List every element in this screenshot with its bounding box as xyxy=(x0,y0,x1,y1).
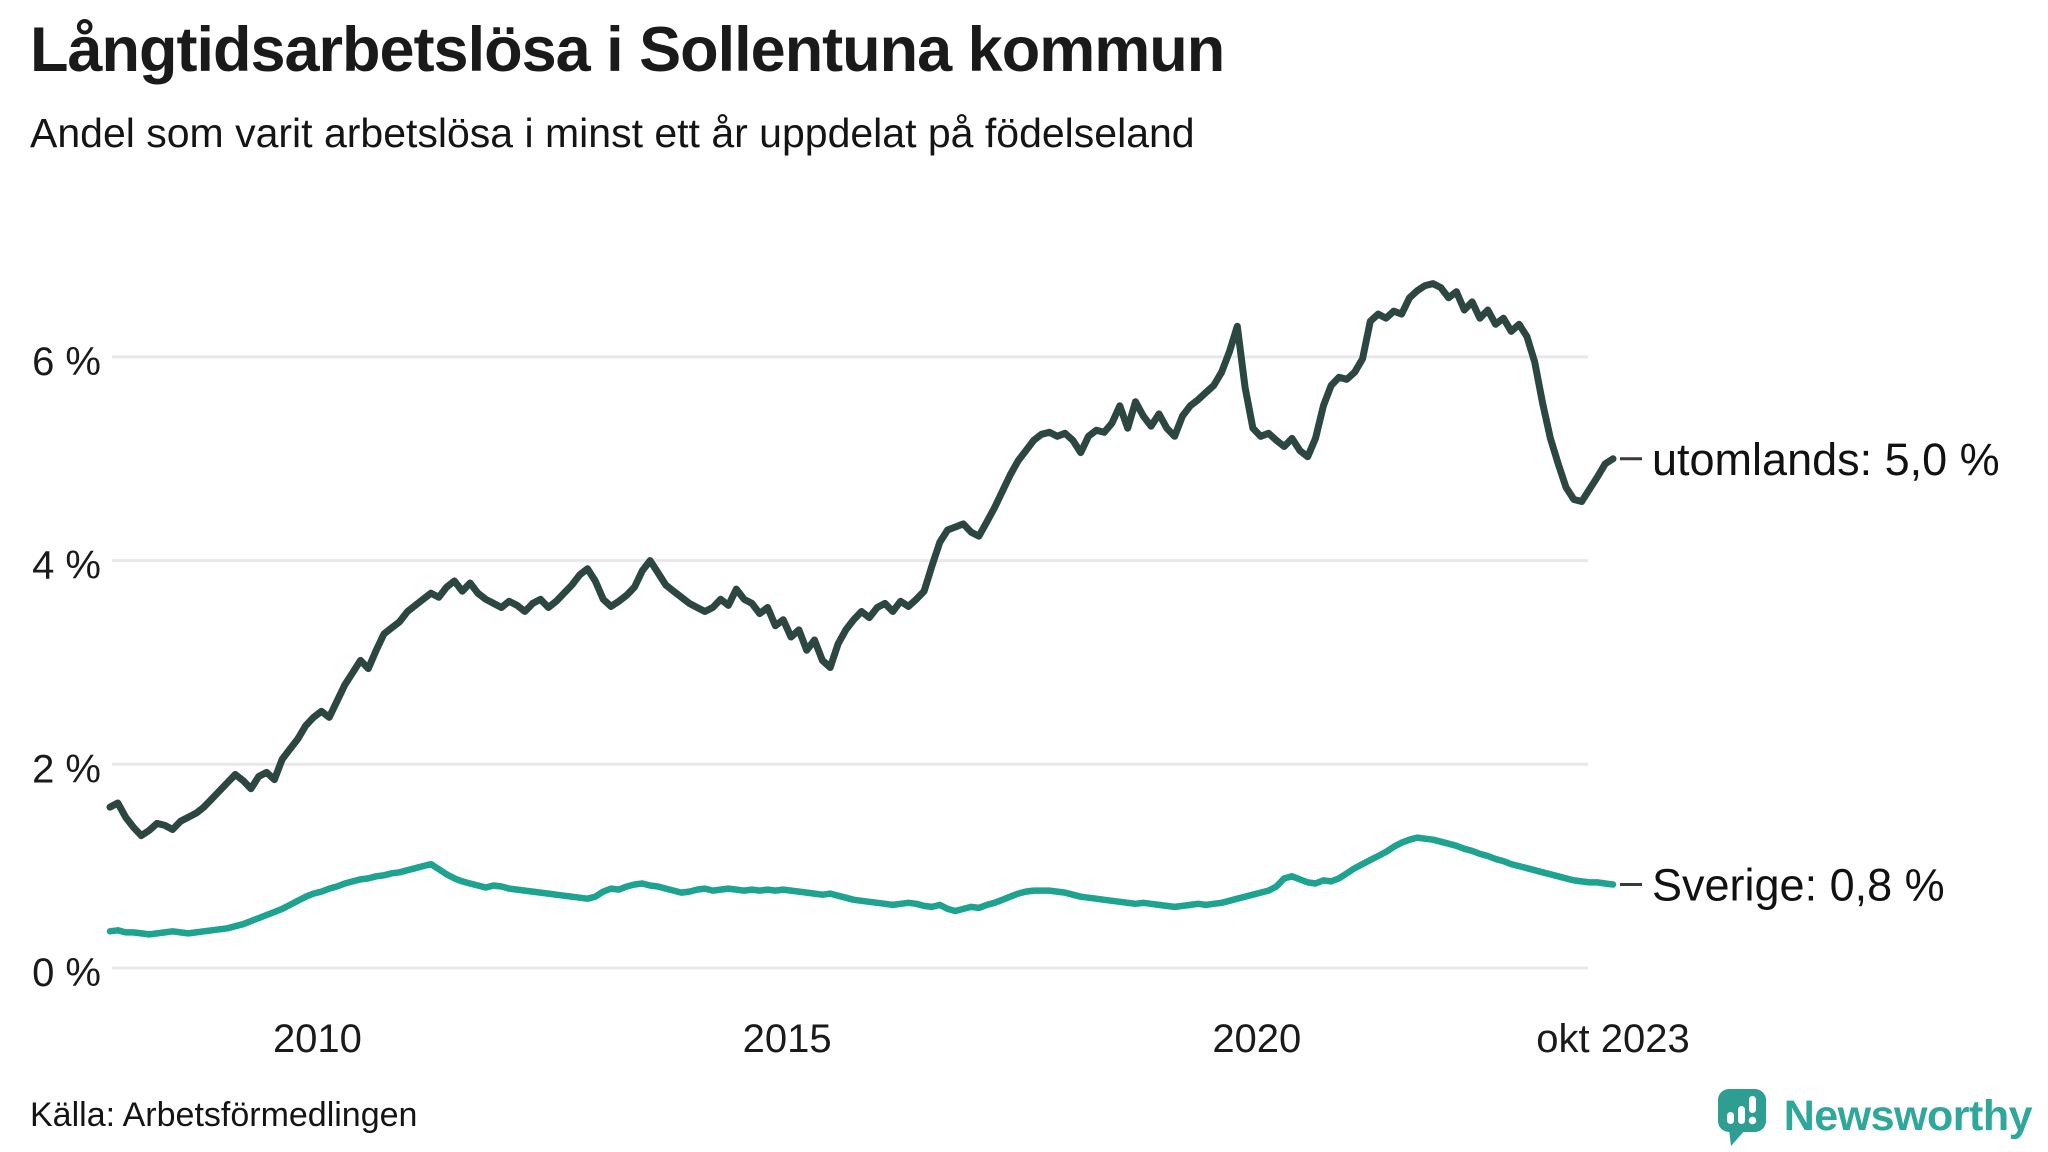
x-tick-label: 2020 xyxy=(1212,1017,1301,1061)
series-line-utomlands xyxy=(106,280,1617,840)
x-tick-label: 2015 xyxy=(743,1017,832,1061)
x-axis-labels: 2010 2015 2020 okt 2023 xyxy=(273,1017,1690,1061)
newsworthy-brand-text: Newsworthy xyxy=(1783,1091,2033,1140)
logo-bubble-tail xyxy=(1728,1129,1746,1146)
logo-excl-bar xyxy=(1748,1096,1756,1113)
source-note: Källa: Arbetsförmedlingen xyxy=(30,1096,418,1134)
x-tick-label: okt 2023 xyxy=(1536,1017,1689,1061)
y-tick-label: 6 % xyxy=(32,340,101,384)
y-tick-label: 0 % xyxy=(32,951,101,995)
page-subtitle: Andel som varit arbetslösa i minst ett å… xyxy=(30,110,1195,156)
y-tick-label: 2 % xyxy=(32,747,101,791)
end-label-text-utomlands: utomlands: 5,0 % xyxy=(1652,434,2000,485)
y-axis-labels: 0 % 2 % 4 % 6 % xyxy=(32,340,101,995)
series-end-label-utomlands: utomlands: 5,0 % xyxy=(1620,434,2000,485)
y-tick-label: 4 % xyxy=(32,544,101,588)
end-label-text-sverige: Sverige: 0,8 % xyxy=(1652,859,1945,910)
logo-bar-mid xyxy=(1737,1106,1745,1124)
page-title: Långtidsarbetslösa i Sollentuna kommun xyxy=(30,15,1225,85)
newsworthy-logo-icon xyxy=(1717,1089,1766,1146)
logo-bar-short xyxy=(1726,1112,1734,1124)
logo-excl-dot xyxy=(1748,1116,1757,1125)
series-line-sverige xyxy=(106,834,1617,938)
series-end-label-sverige: Sverige: 0,8 % xyxy=(1620,859,1945,910)
gridlines xyxy=(112,355,1588,970)
newsworthy-brand: Newsworthy xyxy=(1712,1084,2033,1148)
x-tick-label: 2010 xyxy=(273,1017,362,1061)
